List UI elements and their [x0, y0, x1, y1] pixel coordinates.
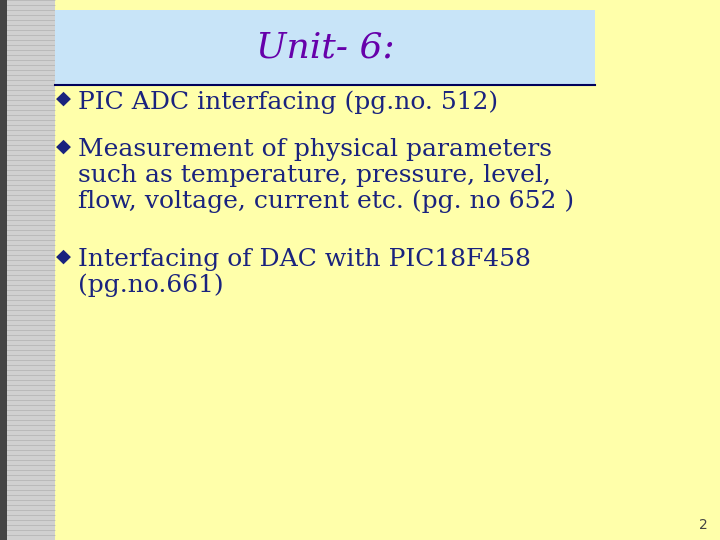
- Text: Measurement of physical parameters
such as temperature, pressure, level,
flow, v: Measurement of physical parameters such …: [78, 138, 574, 213]
- FancyBboxPatch shape: [0, 0, 7, 540]
- FancyBboxPatch shape: [0, 0, 55, 540]
- Text: ◆: ◆: [55, 90, 71, 108]
- Text: Interfacing of DAC with PIC18F458
(pg.no.661): Interfacing of DAC with PIC18F458 (pg.no…: [78, 248, 531, 298]
- Text: ◆: ◆: [55, 138, 71, 156]
- Text: PIC ADC interfacing (pg.no. 512): PIC ADC interfacing (pg.no. 512): [78, 90, 498, 113]
- Text: ◆: ◆: [55, 248, 71, 266]
- FancyBboxPatch shape: [55, 10, 595, 85]
- Text: 2: 2: [699, 518, 708, 532]
- Text: Unit- 6:: Unit- 6:: [256, 30, 395, 64]
- FancyBboxPatch shape: [55, 0, 720, 540]
